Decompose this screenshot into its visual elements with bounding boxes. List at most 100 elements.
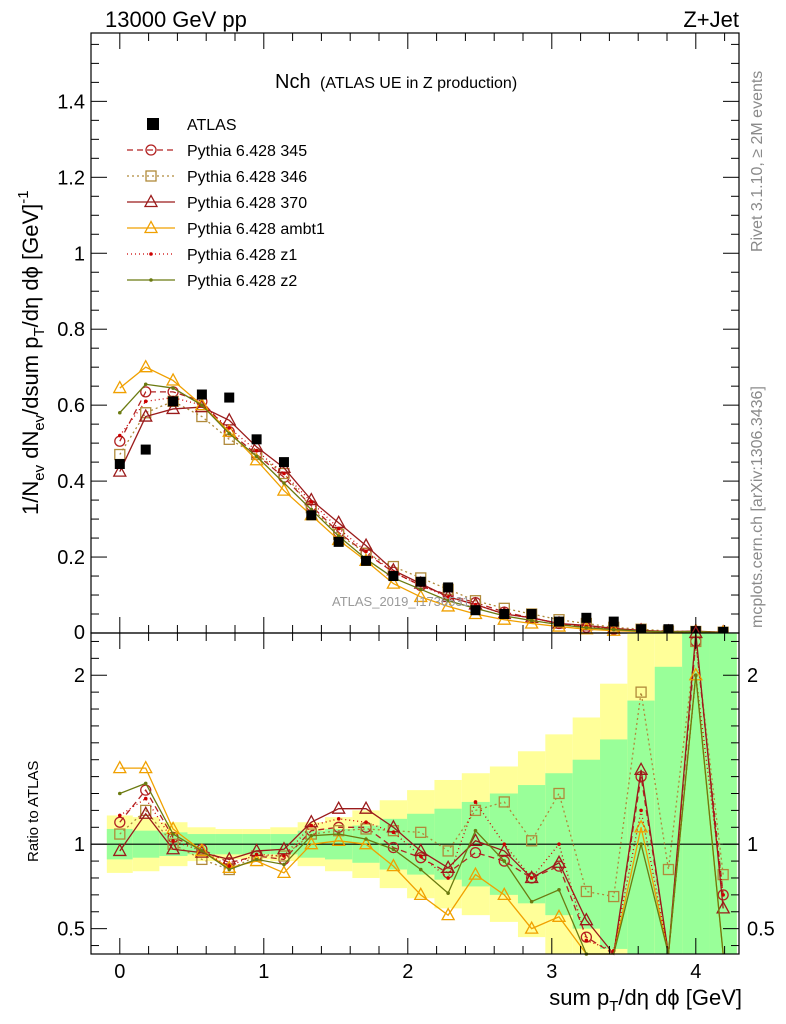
ratio-point-5 xyxy=(227,864,232,868)
legend: ATLAS Pythia 6.428 345 Pythia 6.428 346 Pyt… xyxy=(127,117,325,290)
series-point-6 xyxy=(171,386,175,390)
ratio-point-5 xyxy=(557,842,561,846)
series-point-5 xyxy=(227,426,232,430)
ratio-point-5 xyxy=(721,893,725,897)
series-point-3 xyxy=(579,617,594,631)
legend-marker-4 xyxy=(143,220,159,234)
data-point-atlas xyxy=(278,457,289,468)
data-point-atlas xyxy=(114,459,125,470)
y-tick-label-main-zero: 0 xyxy=(74,622,85,644)
ratio-point-2 xyxy=(635,686,647,698)
ratio-band-green xyxy=(682,633,710,954)
data-point-atlas xyxy=(554,616,564,627)
series-point-4 xyxy=(386,575,401,589)
ratio-line-2 xyxy=(119,641,724,898)
data-point-atlas xyxy=(251,434,262,445)
series-point-6 xyxy=(611,627,616,632)
y-axis-label-main: 1/Nev dNev/dsum pT/dη dϕ [GeV]-1 xyxy=(15,190,48,515)
ratio-point-6 xyxy=(171,832,175,836)
ratio-point-6 xyxy=(446,891,450,895)
ratio-point-5 xyxy=(446,876,450,880)
legend-label-1: Pythia 6.428 345 xyxy=(187,143,307,160)
legend-marker-3 xyxy=(143,194,159,208)
ratio-point-4 xyxy=(413,887,428,901)
series-point-5 xyxy=(282,471,286,476)
x-tick-label: 3 xyxy=(546,961,557,983)
ratio-point-6 xyxy=(557,888,561,892)
data-point-atlas xyxy=(718,626,729,637)
watermark-label: ATLAS_2019_I1736531 xyxy=(332,594,470,609)
legend-marker-atlas xyxy=(147,118,159,130)
main-axes-layer: 0.2 0.4 0.6 0.8 1 1.2 1.4 0 xyxy=(57,33,739,644)
data-point-atlas xyxy=(361,555,372,566)
ratio-point-5 xyxy=(584,938,589,943)
x-axis-label: sum pT/dη dϕ [GeV] xyxy=(549,985,742,1015)
series-point-6 xyxy=(529,618,534,623)
data-point-atlas xyxy=(415,576,426,587)
ratio-point-3 xyxy=(331,800,346,814)
x-tick-label: 0 xyxy=(114,961,125,983)
ratio-point-2 xyxy=(278,850,290,862)
ratio-point-2 xyxy=(305,828,317,840)
series-point-3 xyxy=(138,408,153,422)
data-point-atlas xyxy=(526,609,537,620)
ratio-point-2 xyxy=(553,787,565,800)
ratio-point-3 xyxy=(222,851,237,865)
ratio-point-4 xyxy=(497,887,512,901)
ratio-point-3 xyxy=(441,859,456,873)
ratio-point-5 xyxy=(143,796,148,801)
ratio-point-6 xyxy=(694,673,698,678)
ratio-point-4 xyxy=(331,832,346,846)
ratio-point-1 xyxy=(415,852,427,864)
header-right-label: Z+Jet xyxy=(683,7,739,32)
series-point-4 xyxy=(138,359,153,373)
ratio-band-layer xyxy=(106,633,737,954)
ratio-point-2 xyxy=(415,826,427,839)
ratio-point-6 xyxy=(309,833,314,838)
ratio-point-3 xyxy=(468,832,483,846)
y-tick-label-main: 0.2 xyxy=(57,547,85,569)
series-point-6 xyxy=(446,598,450,603)
y-tick-label-main: 1.2 xyxy=(57,167,85,189)
ratio-point-3 xyxy=(497,843,512,857)
ratio-point-2 xyxy=(140,804,152,817)
ratio-point-6 xyxy=(227,867,232,872)
series-point-6 xyxy=(254,454,259,459)
y-tick-label-main: 0.4 xyxy=(57,471,85,493)
ratio-point-6 xyxy=(254,857,259,862)
ratio-point-5 xyxy=(502,842,507,846)
legend-label-3: Pythia 6.428 370 xyxy=(187,195,307,212)
ratio-point-3 xyxy=(524,870,539,884)
ratio-point-4 xyxy=(358,836,374,850)
x-tick-label: 1 xyxy=(258,961,269,983)
ratio-point-4 xyxy=(386,858,401,872)
ratio-point-3 xyxy=(194,844,209,858)
ratio-axes-layer: 0 1 2 3 4 0.5 0.5 1 1 2 2 xyxy=(57,633,775,983)
ratio-point-5 xyxy=(171,839,175,843)
series-point-4 xyxy=(441,598,456,612)
main-plot-panel: 0.2 0.4 0.6 0.8 1 1.2 1.4 0 xyxy=(57,32,740,644)
ratio-line-5 xyxy=(119,675,724,955)
ratio-point-5 xyxy=(529,876,534,880)
series-point-6 xyxy=(584,625,589,630)
series-point-5 xyxy=(118,433,122,438)
ratio-point-2 xyxy=(608,890,620,903)
ratio-point-6 xyxy=(200,849,204,853)
legend-label-4: Pythia 6.428 ambt1 xyxy=(187,221,325,238)
ratio-point-2 xyxy=(717,868,729,881)
ratio-point-5 xyxy=(364,820,368,825)
ratio-point-6 xyxy=(502,859,507,863)
y-tick-label-main: 1 xyxy=(74,243,85,265)
x-tick-label: 2 xyxy=(402,961,413,983)
ratio-point-1 xyxy=(717,889,729,901)
series-point-3 xyxy=(194,399,209,413)
ratio-point-2 xyxy=(469,804,482,817)
ratio-point-1 xyxy=(469,846,482,859)
data-point-atlas xyxy=(224,392,235,403)
ratio-point-2 xyxy=(114,828,126,840)
series-point-5 xyxy=(446,595,450,599)
data-point-atlas xyxy=(636,624,647,635)
series-point-6 xyxy=(227,431,232,436)
legend-label-2: Pythia 6.428 346 xyxy=(187,169,307,186)
